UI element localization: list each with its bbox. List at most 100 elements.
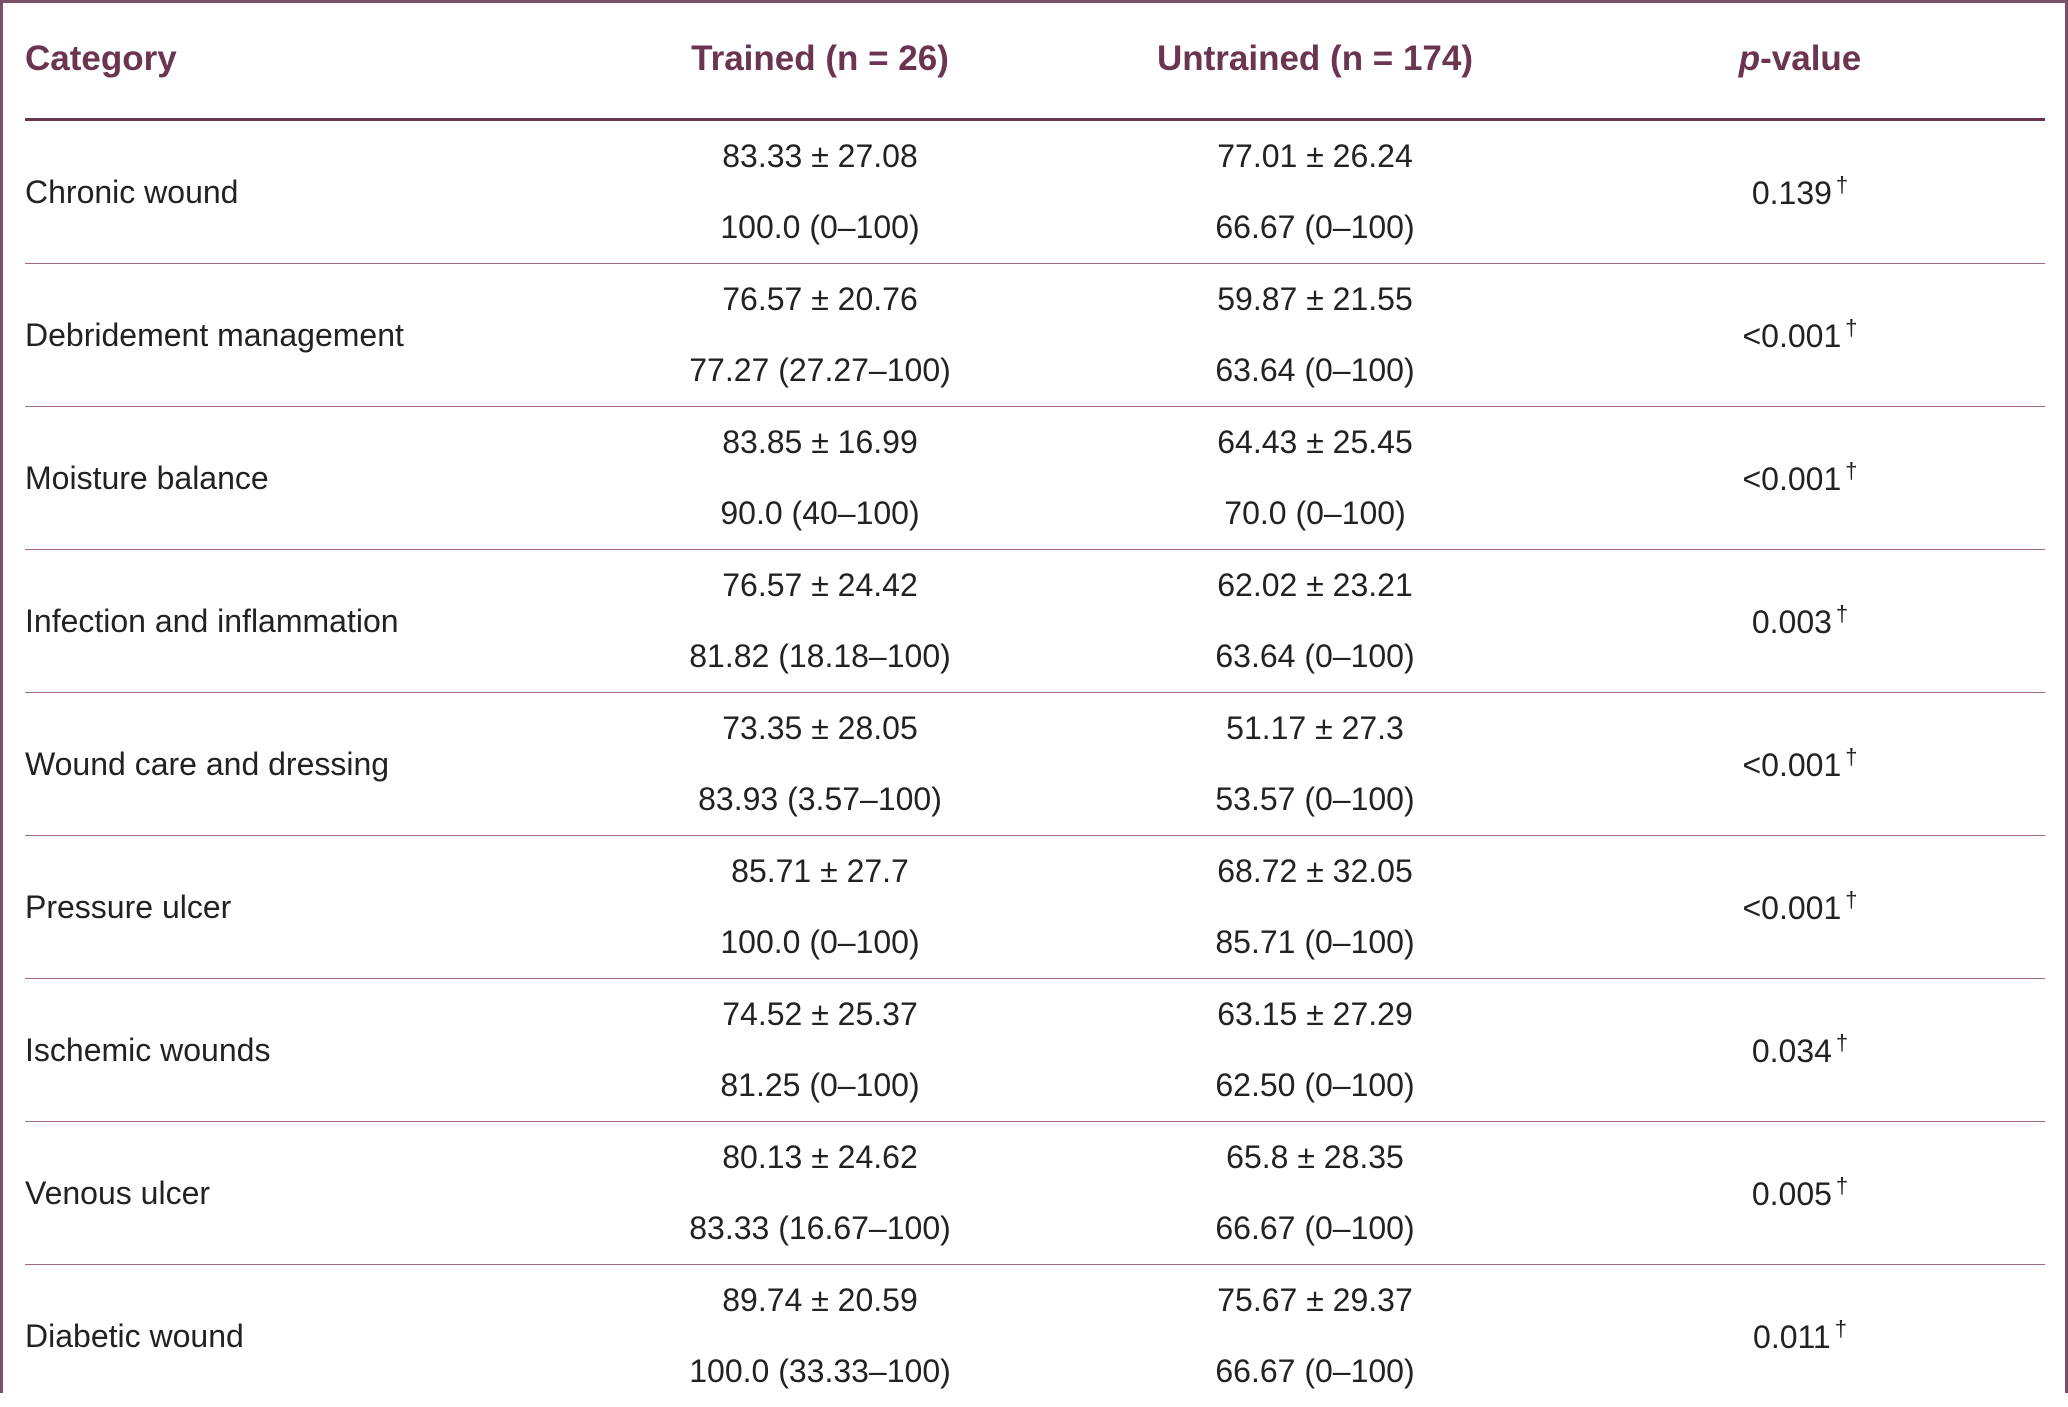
untrained-median-range: 66.67 (0–100) — [1075, 192, 1555, 263]
comparison-table: Category Trained (n = 26) Untrained (n =… — [25, 0, 2045, 1407]
untrained-median-range: 63.64 (0–100) — [1075, 335, 1555, 406]
untrained-median-range: 63.64 (0–100) — [1075, 621, 1555, 692]
untrained-median-range: 62.50 (0–100) — [1075, 1050, 1555, 1121]
untrained-mean-sd: 59.87 ± 21.55 — [1075, 264, 1555, 335]
dagger-mark: † — [1845, 887, 1857, 912]
untrained-median-range: 70.0 (0–100) — [1075, 478, 1555, 549]
dagger-mark: † — [1835, 1316, 1847, 1341]
dagger-mark: † — [1836, 172, 1848, 197]
untrained-mean-sd: 75.67 ± 29.37 — [1075, 1265, 1555, 1336]
untrained-mean-sd: 77.01 ± 26.24 — [1075, 121, 1555, 192]
p-value-cell: <0.001† — [1555, 693, 2045, 836]
p-value-cell: 0.139† — [1555, 120, 2045, 264]
trained-mean-sd: 83.85 ± 16.99 — [565, 407, 1075, 478]
category-cell: Infection and inflammation — [25, 550, 565, 693]
p-value-cell: 0.011† — [1555, 1265, 2045, 1407]
trained-median-range: 81.82 (18.18–100) — [565, 621, 1075, 692]
p-value: 0.139 — [1752, 175, 1832, 211]
p-value-cell: <0.001† — [1555, 836, 2045, 979]
trained-median-range: 83.93 (3.57–100) — [565, 764, 1075, 835]
p-value: 0.011 — [1753, 1319, 1831, 1355]
dagger-mark: † — [1836, 601, 1848, 626]
trained-mean-sd: 76.57 ± 20.76 — [565, 264, 1075, 335]
p-value: 0.034 — [1752, 1033, 1832, 1069]
trained-median-range: 90.0 (40–100) — [565, 478, 1075, 549]
untrained-median-range: 66.67 (0–100) — [1075, 1193, 1555, 1264]
trained-median-range: 100.0 (0–100) — [565, 907, 1075, 978]
p-value: <0.001 — [1742, 890, 1841, 926]
untrained-mean-sd: 64.43 ± 25.45 — [1075, 407, 1555, 478]
trained-mean-sd: 73.35 ± 28.05 — [565, 693, 1075, 764]
p-value-cell: 0.003† — [1555, 550, 2045, 693]
category-cell: Wound care and dressing — [25, 693, 565, 836]
category-cell: Chronic wound — [25, 120, 565, 264]
untrained-mean-sd: 63.15 ± 27.29 — [1075, 979, 1555, 1050]
trained-median-range: 77.27 (27.27–100) — [565, 335, 1075, 406]
dagger-mark: † — [1836, 1030, 1848, 1055]
category-cell: Ischemic wounds — [25, 979, 565, 1122]
trained-mean-sd: 74.52 ± 25.37 — [565, 979, 1075, 1050]
header-trained: Trained (n = 26) — [565, 0, 1075, 120]
trained-mean-sd: 80.13 ± 24.62 — [565, 1122, 1075, 1193]
category-cell: Debridement management — [25, 264, 565, 407]
untrained-median-range: 53.57 (0–100) — [1075, 764, 1555, 835]
untrained-mean-sd: 68.72 ± 32.05 — [1075, 836, 1555, 907]
trained-median-range: 81.25 (0–100) — [565, 1050, 1075, 1121]
p-value: <0.001 — [1742, 747, 1841, 783]
dagger-mark: † — [1836, 1173, 1848, 1198]
p-value-cell: 0.034† — [1555, 979, 2045, 1122]
dagger-mark: † — [1845, 744, 1857, 769]
category-cell: Moisture balance — [25, 407, 565, 550]
header-p-italic: p — [1739, 39, 1760, 78]
trained-median-range: 100.0 (0–100) — [565, 192, 1075, 263]
p-value: 0.005 — [1752, 1176, 1832, 1212]
trained-mean-sd: 85.71 ± 27.7 — [565, 836, 1075, 907]
trained-median-range: 100.0 (33.33–100) — [565, 1336, 1075, 1407]
p-value-cell: <0.001† — [1555, 264, 2045, 407]
untrained-mean-sd: 62.02 ± 23.21 — [1075, 550, 1555, 621]
trained-median-range: 83.33 (16.67–100) — [565, 1193, 1075, 1264]
category-cell: Venous ulcer — [25, 1122, 565, 1265]
untrained-mean-sd: 51.17 ± 27.3 — [1075, 693, 1555, 764]
p-value: <0.001 — [1742, 318, 1841, 354]
category-cell: Diabetic wound — [25, 1265, 565, 1407]
p-value: <0.001 — [1742, 461, 1841, 497]
trained-mean-sd: 76.57 ± 24.42 — [565, 550, 1075, 621]
untrained-median-range: 85.71 (0–100) — [1075, 907, 1555, 978]
p-value: 0.003 — [1752, 604, 1832, 640]
category-cell: Pressure ulcer — [25, 836, 565, 979]
trained-mean-sd: 89.74 ± 20.59 — [565, 1265, 1075, 1336]
p-value-cell: 0.005† — [1555, 1122, 2045, 1265]
trained-mean-sd: 83.33 ± 27.08 — [565, 121, 1075, 192]
dagger-mark: † — [1845, 458, 1857, 483]
untrained-median-range: 66.67 (0–100) — [1075, 1336, 1555, 1407]
header-category: Category — [25, 0, 565, 120]
header-untrained: Untrained (n = 174) — [1075, 0, 1555, 120]
